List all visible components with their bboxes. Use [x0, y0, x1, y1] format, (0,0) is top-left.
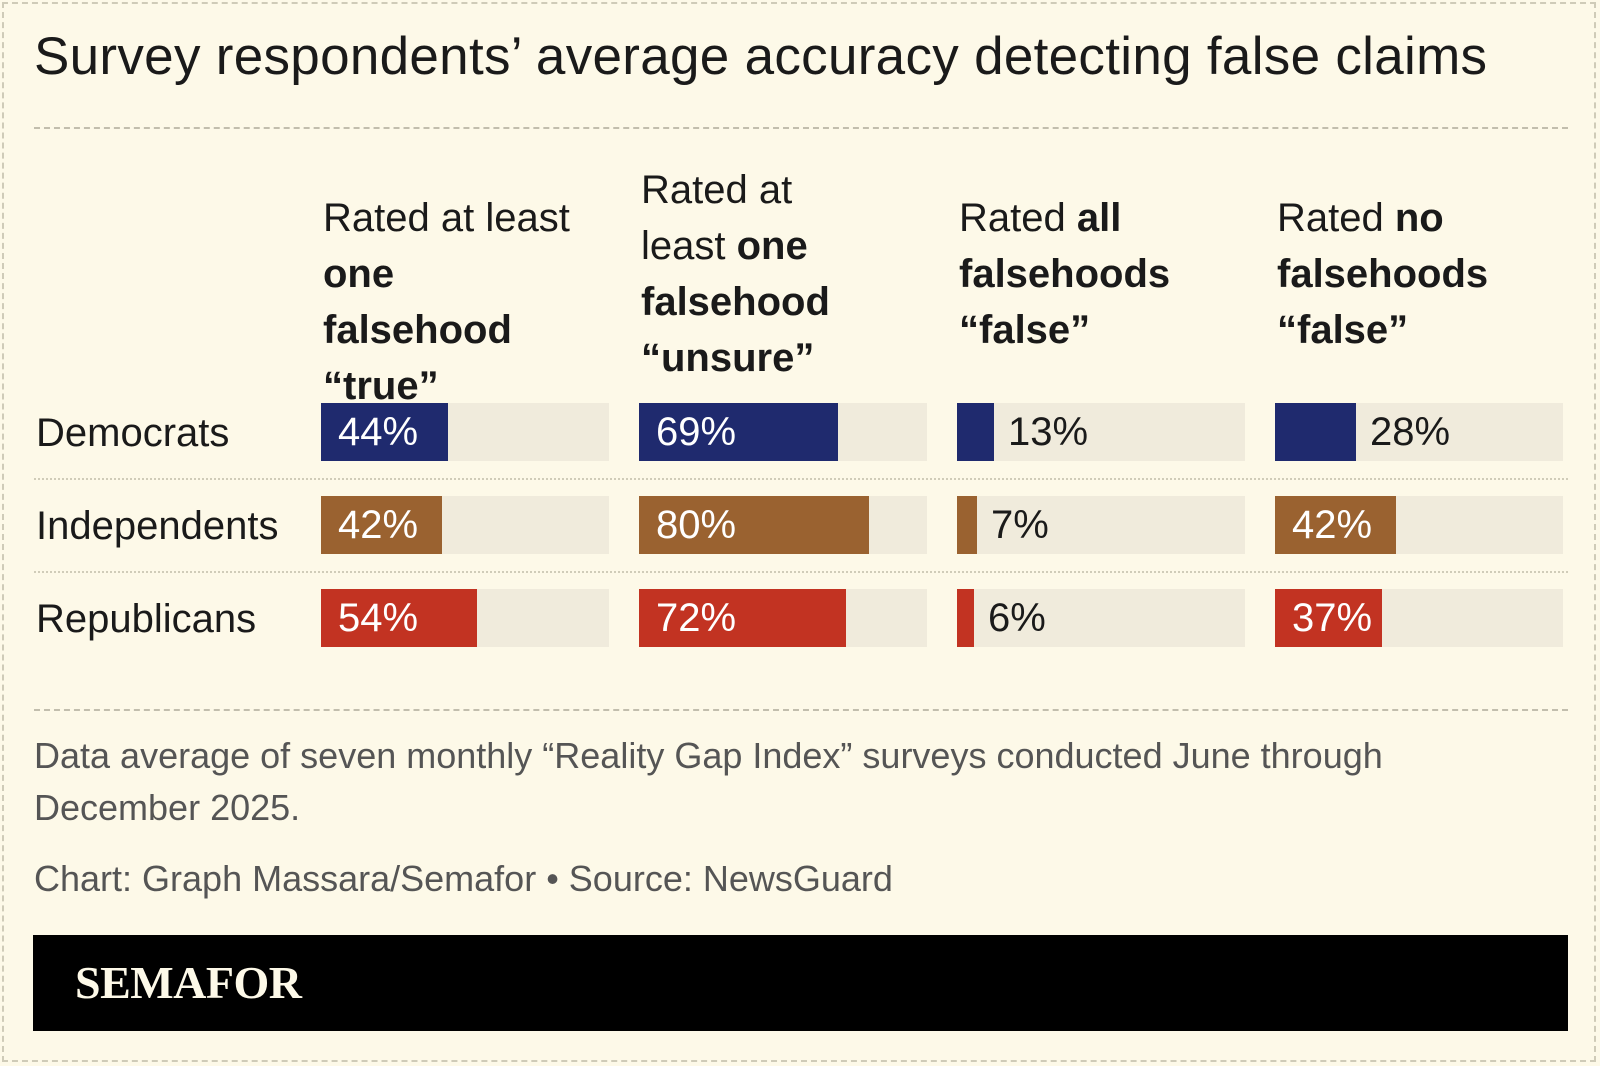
column-header-1: Rated at least one falsehood “true”	[323, 190, 593, 414]
bar-track	[957, 403, 1245, 461]
bar-independents-1	[321, 496, 442, 554]
footnote: Data average of seven monthly “Reality G…	[34, 735, 1383, 828]
column-header-4: Rated no falsehoods “false”	[1277, 190, 1547, 358]
bar-value-label: 28%	[1370, 410, 1451, 454]
column-header-2: Rated at least one falsehood “unsure”	[641, 162, 841, 386]
bar-value-label: 44%	[338, 410, 419, 454]
row-separator	[34, 571, 1568, 573]
row-separator	[34, 478, 1568, 480]
row-label-republicans: Republicans	[36, 597, 257, 641]
bar-democrats-2	[639, 403, 838, 461]
row-label-independents: Independents	[36, 504, 279, 548]
bar-republicans-3	[957, 589, 974, 647]
bar-track	[957, 496, 1245, 554]
bar-republicans-1	[321, 589, 477, 647]
bar-republicans-4	[1275, 589, 1382, 647]
column-header-4-pre: Rated	[1277, 196, 1384, 240]
bar-value-label: 42%	[338, 503, 419, 547]
bar-value-label: 54%	[338, 596, 419, 640]
bar-democrats-4	[1275, 403, 1356, 461]
bar-democrats-3	[957, 403, 994, 461]
brand-logo: SEMAFOR	[75, 957, 302, 1008]
bar-democrats-1	[321, 403, 448, 461]
bar-track	[957, 589, 1245, 647]
column-header-2-pre: Rated at least	[641, 168, 793, 268]
bar-independents-2	[639, 496, 869, 554]
bar-republicans-2	[639, 589, 846, 647]
bar-independents-3	[957, 496, 977, 554]
column-header-2-post: “unsure”	[641, 336, 815, 380]
column-header-4-post: “false”	[1277, 308, 1409, 352]
bar-value-label: 7%	[991, 503, 1049, 547]
credit-line: Chart: Graph Massara/Semafor • Source: N…	[34, 858, 893, 899]
top-divider	[34, 127, 1568, 129]
row-label-democrats: Democrats	[36, 411, 230, 455]
bar-independents-4	[1275, 496, 1396, 554]
bar-value-label: 42%	[1292, 503, 1373, 547]
chart-title: Survey respondents’ average accuracy det…	[34, 27, 1488, 86]
column-header-2-bold: one falsehood	[641, 224, 830, 324]
column-header-3: Rated all falsehoods “false”	[959, 190, 1229, 358]
column-header-1-bold: one falsehood	[323, 252, 512, 352]
brand-footer: SEMAFOR	[33, 935, 1568, 1031]
column-header-1-pre: Rated at least	[323, 196, 570, 240]
bar-value-label: 6%	[988, 596, 1046, 640]
bar-value-label: 72%	[656, 596, 737, 640]
bar-value-label: 13%	[1008, 410, 1089, 454]
bottom-divider	[34, 709, 1568, 711]
bar-value-label: 69%	[656, 410, 737, 454]
bar-value-label: 37%	[1292, 596, 1373, 640]
bar-value-label: 80%	[656, 503, 737, 547]
column-header-3-bold: all falsehoods	[959, 196, 1171, 296]
column-header-1-post: “true”	[323, 364, 439, 408]
column-header-3-pre: Rated	[959, 196, 1066, 240]
column-header-4-bold: no falsehoods	[1277, 196, 1489, 296]
column-header-3-post: “false”	[959, 308, 1091, 352]
